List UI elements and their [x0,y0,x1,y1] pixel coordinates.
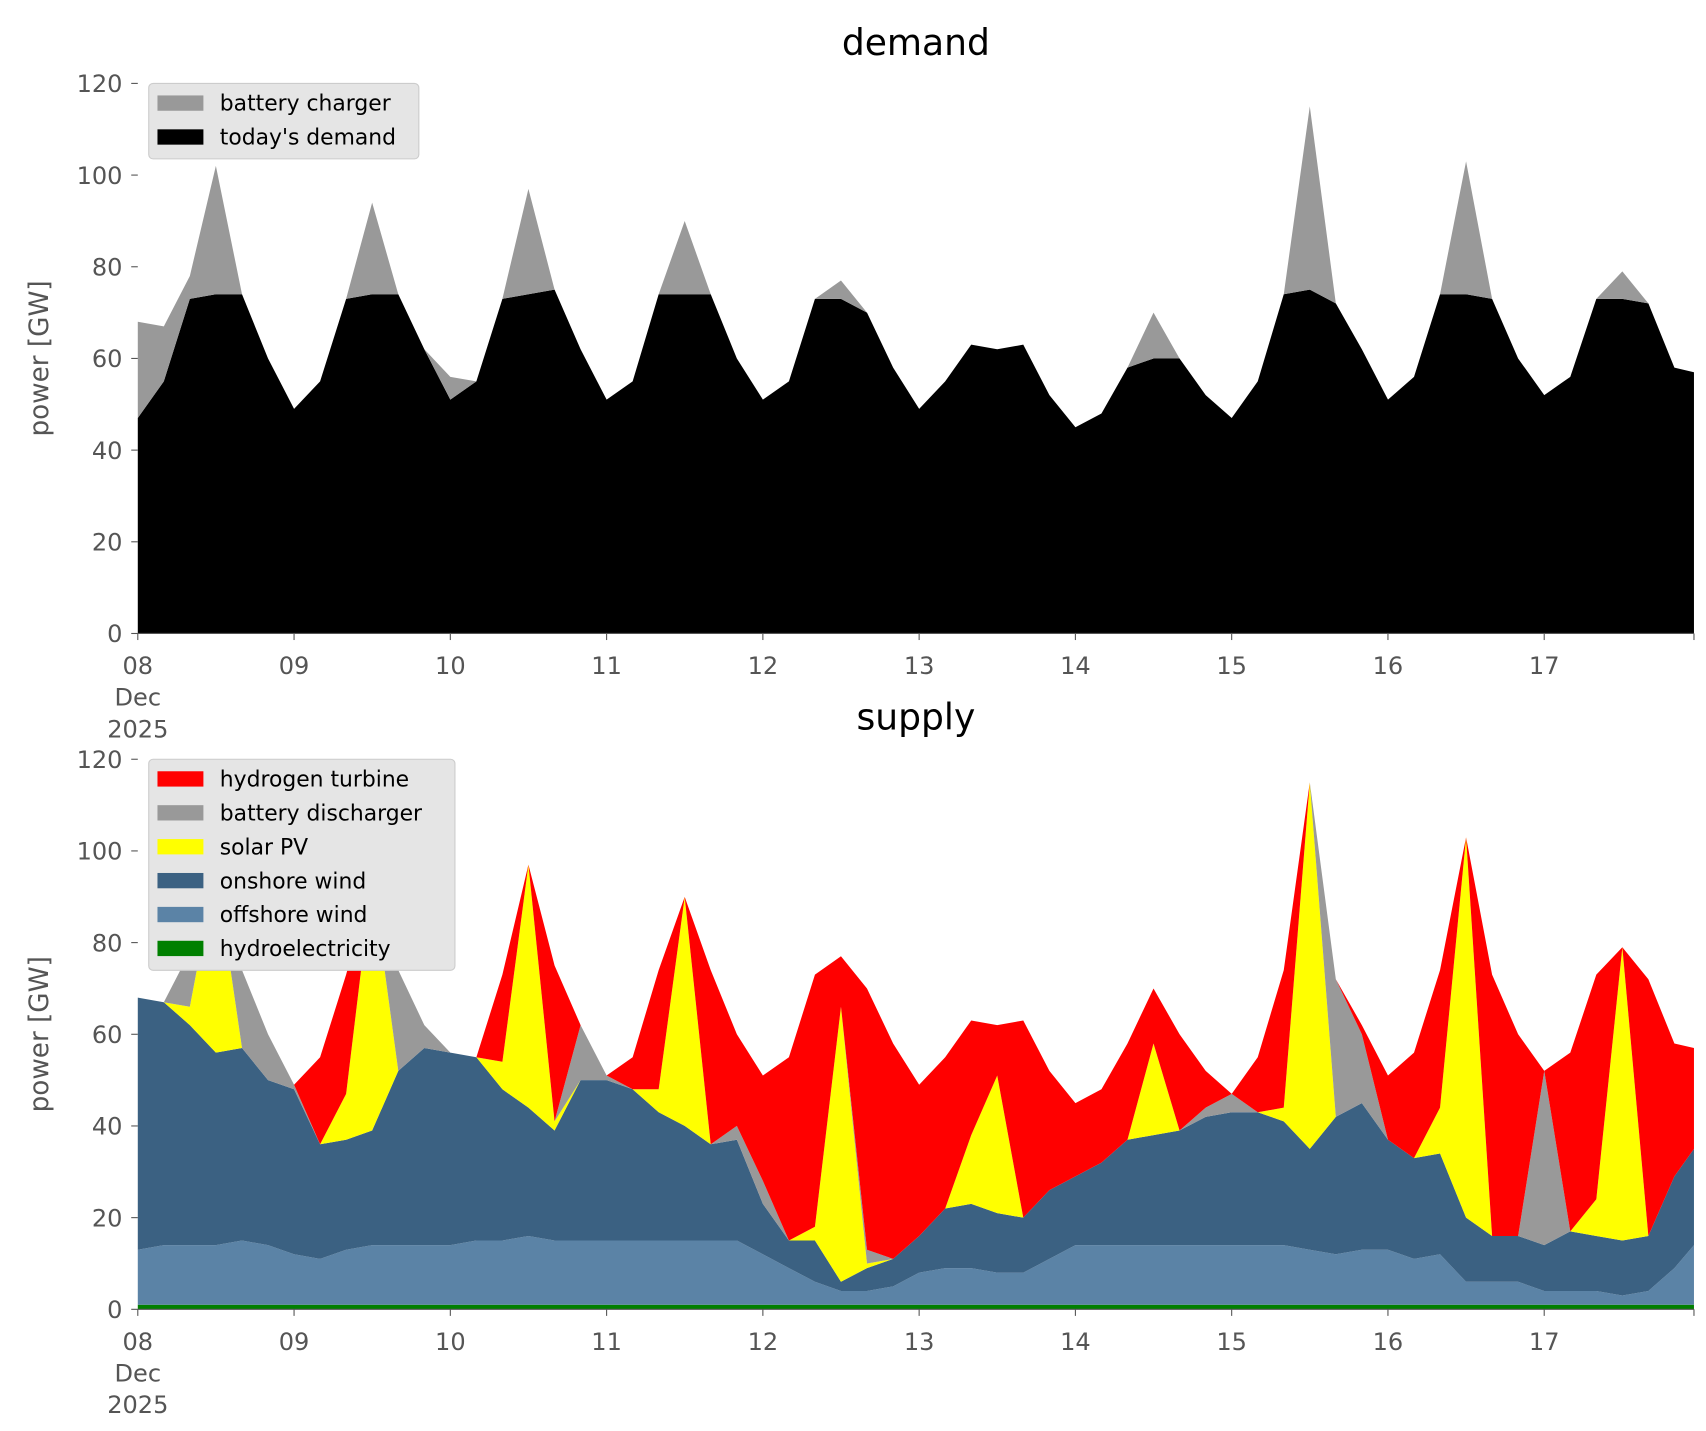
y-tick-label: 120 [77,70,123,98]
y-tick-label: 20 [92,1204,123,1232]
x-tick-label: 09 [279,652,310,680]
area [137,1304,1694,1310]
y-tick-label: 80 [92,929,123,957]
x-tick-label: 11 [591,652,622,680]
panel-title: supply [856,697,975,739]
legend-label: battery charger [220,92,391,117]
x-tick-label: 13 [904,1328,935,1356]
legend-label: offshore wind [220,903,368,928]
y-tick-label: 0 [107,1296,122,1324]
y-axis-label: power [GW] [25,956,55,1112]
y-tick-label: 80 [92,254,123,282]
legend-swatch [157,771,204,787]
legend-label: today's demand [220,126,396,151]
legend-box [148,82,420,160]
x-tick-label: 14 [1060,652,1091,680]
legend-swatch [157,872,204,889]
x-tick-label: 13 [904,652,935,680]
panel: demand power [GW] 0 20 40 60 80 100 120 08 Dec 2025… [25,22,1695,743]
area [137,1235,1694,1305]
y-tick-label: 20 [92,529,123,557]
y-tick-label: 40 [92,1113,123,1141]
x-tick-label: 16 [1373,1328,1404,1356]
panel-title: demand [842,22,990,64]
x-tick-label: 11 [591,1328,622,1356]
y-tick-label: 0 [107,620,122,648]
y-tick-label: 120 [77,746,123,774]
area [137,782,1694,1282]
area [137,782,1694,1264]
x-tick-label: 17 [1529,652,1560,680]
x-tick-label: 15 [1216,652,1247,680]
panel: supply power [GW] 0 20 40 60 80 100 120 08 Dec 2025… [25,697,1695,1419]
x-tick-label: 09 [279,1328,310,1356]
area [137,997,1694,1296]
x-tick-label: 08 Dec 2025 [107,652,168,743]
legend-swatch [157,839,204,855]
y-tick-label: 60 [92,1021,123,1049]
y-axis-label: power [GW] [25,280,55,436]
x-tick-label: 14 [1060,1328,1091,1356]
legend-label: battery discharger [220,801,422,826]
x-tick-label: 10 [435,652,466,680]
legend-box [148,758,456,971]
x-tick-label: 08 Dec 2025 [107,1328,168,1419]
area [137,106,1694,428]
area [137,782,1694,1259]
x-tick-label: 16 [1373,652,1404,680]
x-tick-label: 15 [1216,1328,1247,1356]
legend: hydrogen turbine battery discharger solar … [148,758,456,971]
x-tick-label: 12 [748,652,779,680]
y-tick-label: 60 [92,345,123,373]
legend-label: hydroelectricity [220,937,391,962]
legend: battery charger today's demand [148,82,420,160]
x-tick-label: 10 [435,1328,466,1356]
legend-swatch [157,906,204,923]
legend-swatch [157,95,204,111]
area [137,289,1694,634]
legend-swatch [157,940,204,957]
legend-label: solar PV [220,835,308,860]
legend-swatch [157,805,204,821]
y-tick-label: 40 [92,437,123,465]
x-tick-label: 12 [748,1328,779,1356]
y-tick-label: 100 [77,838,123,866]
x-tick-label: 17 [1529,1328,1560,1356]
legend-swatch [157,129,204,145]
y-tick-label: 100 [77,162,123,190]
legend-label: onshore wind [220,869,366,894]
legend-label: hydrogen turbine [220,768,409,793]
